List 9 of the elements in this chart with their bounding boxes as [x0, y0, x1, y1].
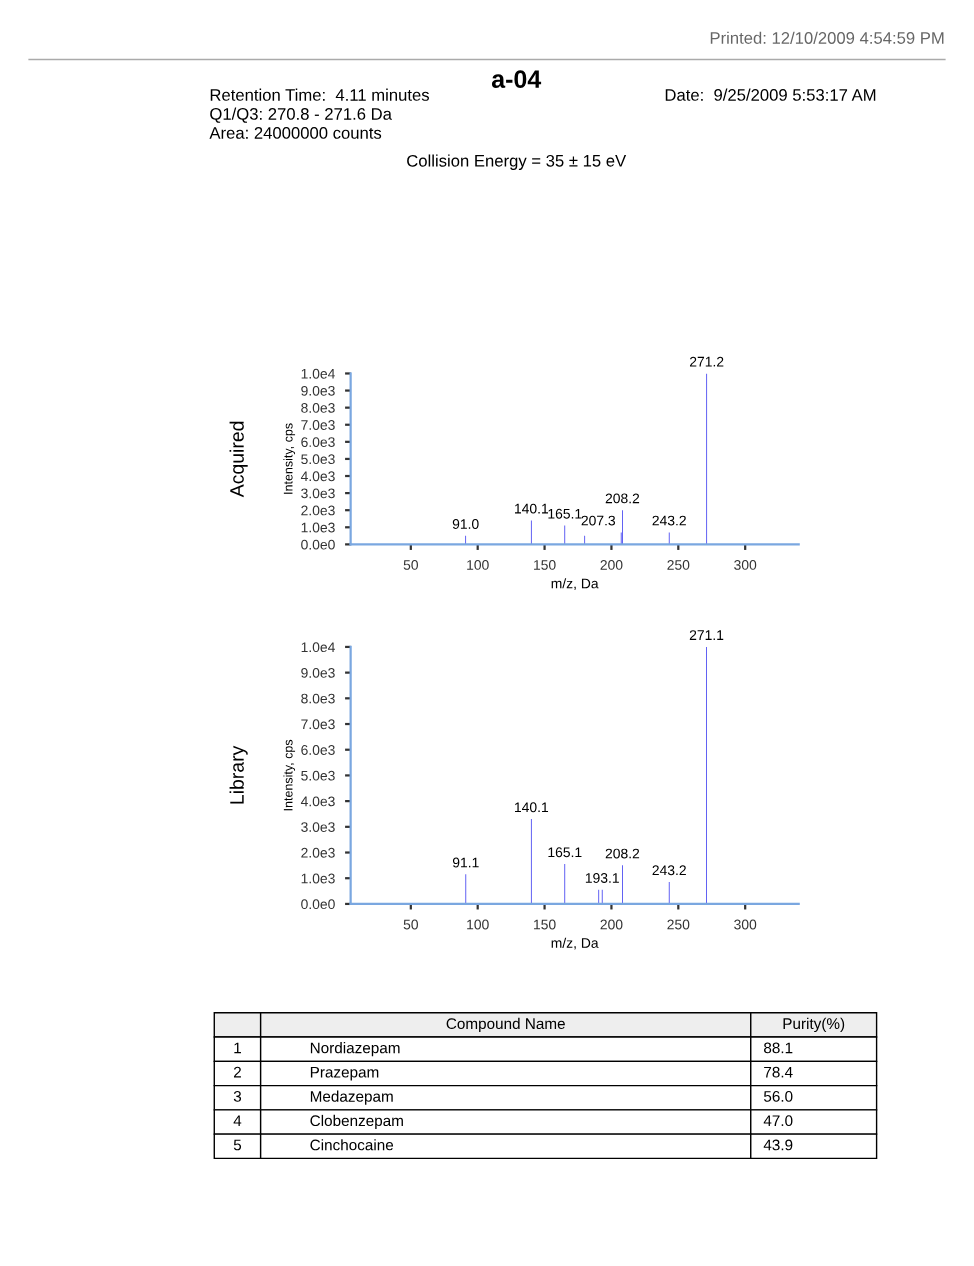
text: Library: [229, 745, 248, 804]
text: Acquired: [229, 421, 248, 498]
text: Date: 9/25/2009 5:53:17 AM: [665, 88, 876, 101]
text: Collision Energy = 35 ± 15 eV: [407, 154, 627, 170]
text: Printed: 12/10/2009 4:54:59 PM: [710, 31, 944, 44]
text: Retention Time: 4.11 minutes: [210, 88, 429, 101]
text: Area: 24000000 counts: [209, 127, 382, 139]
chart-subtitle: a-04: [491, 70, 542, 88]
text: Q1/Q3: 270.8 - 271.6 Da: [210, 107, 392, 123]
